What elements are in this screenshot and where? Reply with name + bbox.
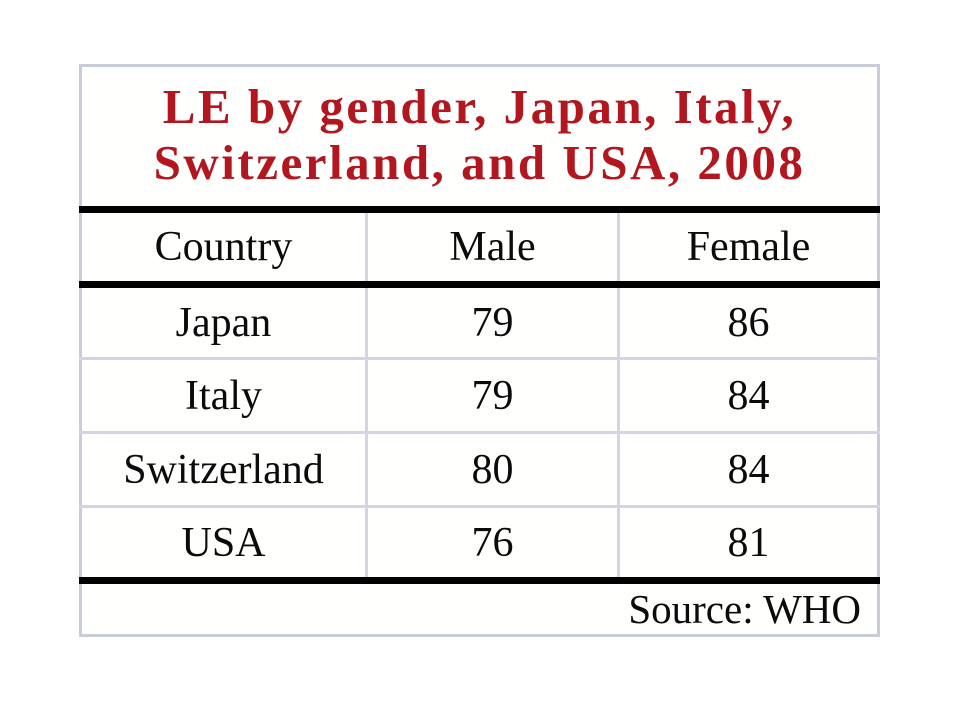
female-value-cell: 86: [616, 284, 879, 359]
column-header-male: Male: [365, 209, 619, 289]
male-value-cell: 79: [365, 357, 619, 433]
table-row-italy: Italy 79 84: [80, 357, 879, 433]
source-label: Source: WHO: [80, 577, 879, 636]
country-cell: Switzerland: [80, 431, 367, 507]
title-row: LE by gender, Japan, Italy, Switzerland,…: [80, 65, 879, 214]
table-row-usa: USA 76 81: [80, 505, 879, 581]
table-title-line-1: LE by gender, Japan, Italy,: [162, 78, 797, 134]
table-row-japan: Japan 79 86: [81, 284, 879, 359]
column-header-female: Female: [616, 209, 879, 289]
male-value-cell: 79: [365, 284, 619, 359]
column-header-country: Country: [80, 209, 367, 289]
female-value-cell: 81: [616, 505, 879, 581]
table-row-switzerland: Switzerland 80 84: [80, 431, 879, 507]
country-cell: USA: [80, 505, 367, 581]
table-title: LE by gender, Japan, Italy, Switzerland,…: [80, 65, 879, 214]
female-value-cell: 84: [616, 357, 879, 433]
country-cell: Japan: [175, 299, 272, 346]
header-row: Country Male Female: [80, 209, 879, 289]
male-value-cell: 80: [365, 431, 619, 507]
source-row: Source: WHO: [80, 577, 879, 636]
female-value-cell: 84: [616, 431, 879, 507]
life-expectancy-table: LE by gender, Japan, Italy, Switzerland,…: [79, 64, 881, 637]
table-title-line-2: Switzerland, and USA, 2008: [153, 134, 806, 190]
country-cell: Italy: [80, 357, 367, 433]
male-value-cell: 76: [365, 505, 619, 581]
